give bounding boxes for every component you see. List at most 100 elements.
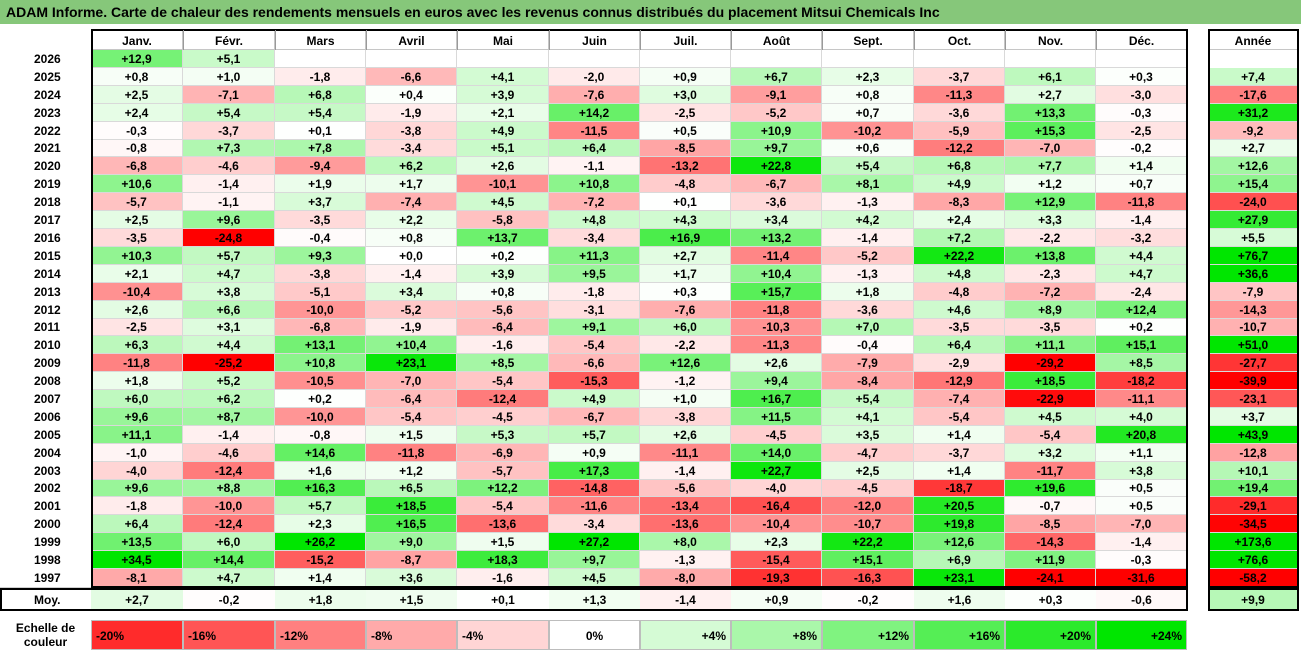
- heatmap-cell: +10,4: [731, 265, 822, 283]
- heatmap-cell: -10,2: [822, 122, 914, 140]
- heatmap-cell: +6,5: [366, 480, 457, 497]
- heatmap-cell: +11,9: [1005, 551, 1096, 569]
- heatmap-cell: -15,2: [275, 551, 366, 569]
- heatmap-cell: -8,1: [91, 569, 183, 587]
- heatmap-cell: +8,5: [1096, 354, 1187, 372]
- heatmap-cell: -1,8: [275, 68, 366, 86]
- color-scale-swatch: +8%: [731, 620, 822, 650]
- heatmap-cell: -1,8: [91, 497, 183, 515]
- heatmap-cell: +15,7: [731, 283, 822, 301]
- header-separator: [731, 30, 732, 50]
- heatmap-cell: -3,6: [822, 301, 914, 319]
- heatmap-cell: -10,4: [91, 283, 183, 301]
- heatmap-cell: -10,5: [275, 372, 366, 390]
- heatmap-cell: -6,8: [275, 319, 366, 336]
- heatmap-cell: -14,3: [1005, 533, 1096, 551]
- heatmap-cell: +2,4: [914, 211, 1005, 229]
- heatmap-cell: -3,1: [549, 301, 640, 319]
- heatmap-cell: +6,6: [183, 301, 275, 319]
- color-scale-swatch: 0%: [549, 620, 640, 650]
- heatmap-cell: +2,3: [731, 533, 822, 551]
- heatmap-cell: -31,6: [1096, 569, 1187, 587]
- annual-cell: -23,1: [1208, 390, 1298, 408]
- heatmap-cell: -4,0: [91, 462, 183, 480]
- heatmap-cell: +13,8: [1005, 247, 1096, 265]
- heatmap-cell: +1,2: [366, 462, 457, 480]
- annual-cell: -7,9: [1208, 283, 1298, 301]
- heatmap-cell: [640, 50, 731, 68]
- heatmap-cell: -3,7: [183, 122, 275, 140]
- heatmap-cell: +13,2: [731, 229, 822, 247]
- heatmap-cell: -8,5: [1005, 515, 1096, 533]
- heatmap-cell: +3,6: [366, 569, 457, 587]
- heatmap-cell: +3,9: [457, 265, 549, 283]
- heatmap-cell: +6,2: [366, 157, 457, 175]
- heatmap-cell: -12,4: [457, 390, 549, 408]
- heatmap-cell: +1,8: [822, 283, 914, 301]
- heatmap-cell: +4,1: [457, 68, 549, 86]
- year-label: 2014: [0, 265, 91, 283]
- heatmap-cell: +14,0: [731, 444, 822, 462]
- year-label: 2013: [0, 283, 91, 301]
- heatmap-cell: -4,5: [731, 426, 822, 444]
- heatmap-cell: -4,0: [731, 480, 822, 497]
- heatmap-cell: +10,4: [366, 336, 457, 354]
- heatmap-cell: +4,9: [549, 390, 640, 408]
- heatmap-cell: -0,2: [1096, 140, 1187, 157]
- year-label: 2007: [0, 390, 91, 408]
- annual-cell: -27,7: [1208, 354, 1298, 372]
- year-label: 2006: [0, 408, 91, 426]
- heatmap-cell: +9,6: [183, 211, 275, 229]
- header-separator: [549, 30, 550, 50]
- year-label: 2018: [0, 193, 91, 211]
- year-label: 2001: [0, 497, 91, 515]
- heatmap-cell: -8,0: [640, 569, 731, 587]
- heatmap-cell: -8,4: [822, 372, 914, 390]
- annual-cell: +3,7: [1208, 408, 1298, 426]
- heatmap-cell: +0,7: [822, 104, 914, 122]
- average-cell: -0,2: [822, 590, 914, 610]
- heatmap-cell: -7,6: [640, 301, 731, 319]
- heatmap-cell: +16,5: [366, 515, 457, 533]
- heatmap-cell: -10,4: [731, 515, 822, 533]
- heatmap-cell: -5,6: [457, 301, 549, 319]
- heatmap-cell: +23,1: [914, 569, 1005, 587]
- heatmap-cell: +2,5: [822, 462, 914, 480]
- heatmap-cell: +3,7: [275, 193, 366, 211]
- heatmap-cell: +22,7: [731, 462, 822, 480]
- heatmap-cell: -12,9: [914, 372, 1005, 390]
- heatmap-cell: +5,4: [275, 104, 366, 122]
- annual-cell: +43,9: [1208, 426, 1298, 444]
- annual-cell: +173,6: [1208, 533, 1298, 551]
- heatmap-cell: +14,6: [275, 444, 366, 462]
- heatmap-cell: -0,7: [1005, 497, 1096, 515]
- heatmap-cell: +8,9: [1005, 301, 1096, 319]
- heatmap-cell: +0,8: [457, 283, 549, 301]
- heatmap-cell: +1,5: [366, 426, 457, 444]
- heatmap-cell: +5,1: [457, 140, 549, 157]
- heatmap-cell: +9,6: [91, 408, 183, 426]
- annual-cell: +5,5: [1208, 229, 1298, 247]
- heatmap-cell: +12,6: [914, 533, 1005, 551]
- heatmap-cell: -4,7: [822, 444, 914, 462]
- heatmap-cell: -11,8: [731, 301, 822, 319]
- header-separator: [275, 30, 276, 50]
- heatmap-cell: -3,2: [1096, 229, 1187, 247]
- heatmap-cell: +1,9: [275, 175, 366, 193]
- heatmap-cell: +4,8: [914, 265, 1005, 283]
- heatmap-cell: +1,8: [91, 372, 183, 390]
- heatmap-cell: -3,4: [549, 515, 640, 533]
- heatmap-cell: +6,9: [914, 551, 1005, 569]
- heatmap-cell: +6,4: [549, 140, 640, 157]
- color-scale-label: Echelle de couleur: [0, 620, 91, 650]
- heatmap-cell: -11,1: [640, 444, 731, 462]
- heatmap-cell: +12,4: [1096, 301, 1187, 319]
- heatmap-cell: +2,6: [640, 426, 731, 444]
- heatmap-cell: -3,5: [275, 211, 366, 229]
- header-separator: [822, 30, 823, 50]
- column-header: Sept.: [822, 30, 914, 50]
- heatmap-cell: +7,3: [183, 140, 275, 157]
- heatmap-cell: +1,2: [1005, 175, 1096, 193]
- heatmap-cell: +5,4: [822, 390, 914, 408]
- heatmap-cell: +6,4: [91, 515, 183, 533]
